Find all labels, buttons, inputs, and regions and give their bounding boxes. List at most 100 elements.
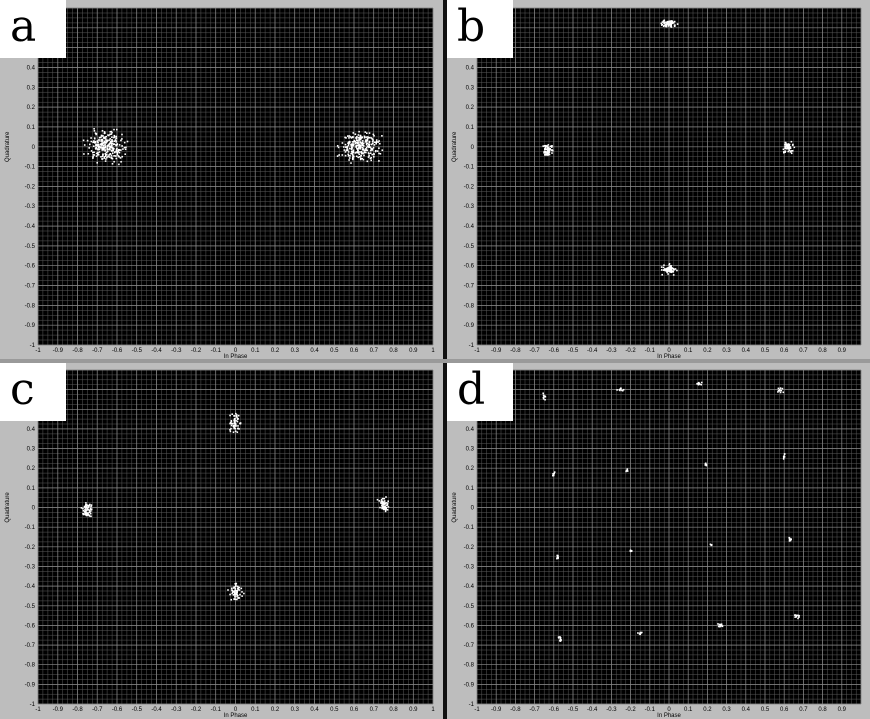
data-point [369, 149, 372, 152]
data-point [110, 156, 112, 159]
data-point [237, 597, 239, 599]
y-tick-label: 0.4 [466, 66, 475, 72]
data-point [103, 137, 105, 139]
data-point [111, 150, 113, 152]
data-point [116, 143, 118, 146]
data-point [383, 502, 386, 505]
data-point [100, 143, 102, 146]
data-point [547, 146, 549, 149]
data-point [229, 429, 231, 431]
data-point [351, 146, 353, 149]
y-tick-label: -0.8 [25, 663, 36, 669]
data-point [359, 151, 361, 153]
data-point [543, 150, 545, 153]
data-point [368, 146, 370, 148]
data-point [113, 136, 115, 139]
data-point [782, 458, 785, 460]
data-point [352, 151, 355, 154]
symbol-cluster [696, 381, 703, 386]
data-point [370, 157, 373, 159]
y-tick-label: 0.4 [27, 427, 36, 433]
data-point [360, 136, 362, 139]
data-point [102, 153, 104, 155]
data-point [777, 387, 780, 390]
data-point [547, 146, 550, 148]
x-tick-label: 0.2 [703, 707, 712, 713]
data-point [115, 140, 117, 142]
data-point [118, 149, 121, 151]
data-point [85, 505, 88, 508]
x-tick-label: 0.5 [761, 348, 770, 354]
y-tick-label: 0 [471, 506, 475, 512]
data-point [663, 269, 665, 271]
data-point [101, 155, 104, 158]
data-point [676, 269, 678, 272]
data-point [355, 142, 358, 144]
data-point [556, 557, 558, 559]
data-point [358, 143, 360, 146]
data-point [103, 140, 106, 143]
data-point [796, 614, 799, 617]
x-tick-label: 0.9 [409, 348, 418, 354]
y-tick-label: 0.1 [27, 125, 36, 131]
data-point [674, 25, 676, 27]
data-point [96, 162, 98, 164]
data-point [111, 140, 113, 142]
y-tick-label: -0.4 [464, 224, 475, 230]
data-point [380, 498, 383, 501]
data-point [638, 633, 641, 635]
data-point [362, 143, 364, 146]
x-tick-label: 0.8 [818, 348, 827, 354]
data-point [791, 144, 794, 146]
data-point [366, 146, 368, 149]
symbol-cluster [660, 19, 679, 28]
data-point [371, 148, 374, 150]
data-point [346, 148, 348, 151]
data-point [106, 144, 109, 147]
x-tick-label: 0.1 [251, 707, 260, 713]
data-point [100, 134, 103, 137]
data-point [227, 589, 229, 591]
x-tick-label: 0.3 [291, 707, 300, 713]
y-tick-label: -0.7 [464, 284, 475, 290]
data-point [367, 137, 370, 139]
data-point [357, 150, 359, 152]
x-tick-label: 1 [431, 348, 435, 354]
data-point [359, 141, 362, 143]
data-point [365, 140, 368, 142]
data-point [87, 504, 89, 507]
data-point [352, 155, 354, 157]
data-point [664, 21, 666, 24]
data-point [120, 139, 122, 142]
data-point [86, 514, 89, 516]
data-point [88, 504, 90, 507]
x-tick-label: 0.5 [761, 707, 770, 713]
data-point [93, 137, 96, 139]
data-point [86, 503, 88, 506]
data-point [93, 151, 95, 153]
x-tick-label: -0.5 [568, 707, 579, 713]
data-point [87, 508, 89, 511]
data-point [229, 430, 232, 433]
data-point [118, 163, 120, 166]
data-point [356, 135, 358, 138]
data-point [110, 157, 113, 160]
x-axis-label: In Phase [657, 354, 681, 359]
x-tick-label: -0.9 [491, 348, 502, 354]
data-point [378, 160, 380, 162]
data-point [121, 145, 123, 147]
data-point [365, 143, 368, 146]
y-tick-label: -0.4 [25, 224, 36, 230]
y-tick-label: 0.1 [466, 486, 475, 492]
data-point [89, 512, 92, 515]
data-point [101, 139, 104, 142]
data-point [92, 157, 94, 159]
data-point [777, 391, 779, 393]
data-point [234, 415, 236, 417]
data-point [381, 149, 384, 151]
data-point [783, 456, 785, 459]
data-point [233, 426, 236, 429]
data-point [352, 136, 354, 138]
data-point [663, 22, 665, 24]
data-point [237, 417, 239, 420]
